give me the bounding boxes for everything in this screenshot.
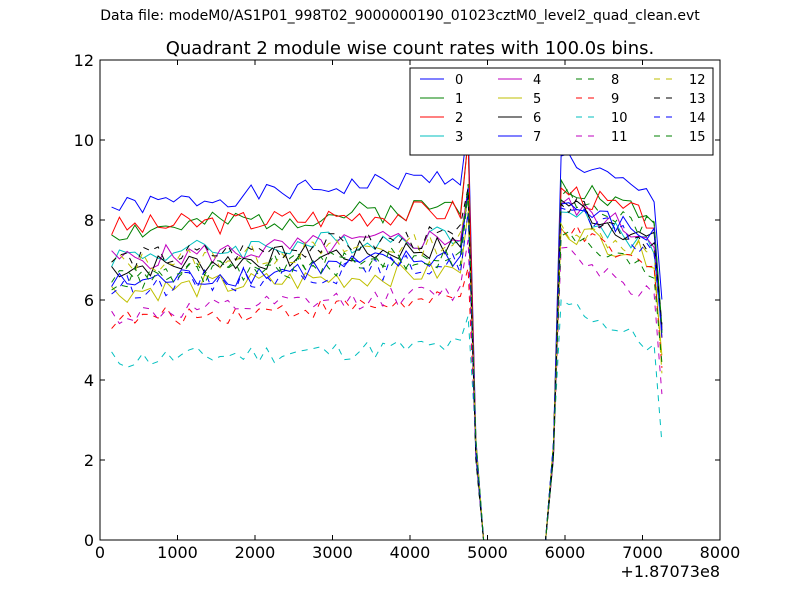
legend-label-10: 10 — [611, 111, 628, 126]
legend-label-7: 7 — [533, 130, 541, 145]
x-tick-label: 8000 — [700, 543, 741, 562]
legend-label-12: 12 — [689, 73, 706, 88]
legend-label-1: 1 — [455, 92, 463, 107]
y-tick-label: 8 — [84, 211, 94, 230]
legend-label-8: 8 — [611, 73, 619, 88]
series-line-2 — [111, 139, 663, 541]
series-line-12 — [111, 199, 663, 541]
series-line-7 — [111, 187, 663, 541]
legend-label-14: 14 — [689, 111, 706, 126]
x-tick-label: 5000 — [467, 543, 508, 562]
series-line-6 — [111, 195, 663, 541]
series-line-1 — [111, 139, 663, 541]
x-tick-label: 6000 — [545, 543, 586, 562]
series-line-15 — [111, 191, 663, 541]
y-tick-label: 12 — [74, 51, 94, 70]
x-tick-label: 0 — [95, 543, 105, 562]
legend-label-9: 9 — [611, 92, 619, 107]
x-tick-label: 1000 — [157, 543, 198, 562]
y-tick-label: 0 — [84, 531, 94, 550]
series-line-13 — [111, 187, 663, 541]
series-line-10 — [111, 299, 663, 541]
figure-supertitle: Data file: modeM0/AS1P01_998T02_90000001… — [100, 8, 700, 24]
legend-label-2: 2 — [455, 111, 463, 126]
series-line-14 — [111, 207, 663, 541]
series-line-11 — [111, 239, 663, 541]
series-line-9 — [111, 224, 663, 541]
legend-box — [409, 67, 714, 156]
series-line-4 — [111, 187, 663, 541]
legend-label-0: 0 — [455, 73, 463, 88]
x-offset-label: +1.87073e8 — [620, 562, 720, 581]
x-tick-label: 7000 — [622, 543, 663, 562]
y-tick-label: 2 — [84, 451, 94, 470]
x-tick-label: 3000 — [312, 543, 353, 562]
legend-label-4: 4 — [533, 73, 541, 88]
x-tick-label: 4000 — [390, 543, 431, 562]
x-tick-label: 2000 — [235, 543, 276, 562]
axis-ticks: 0 1000 2000 3000 4000 5000 6000 7000 80000246810… — [74, 51, 741, 562]
legend-label-11: 11 — [611, 130, 628, 145]
series-line-5 — [111, 211, 663, 541]
y-tick-label: 6 — [84, 291, 94, 310]
y-tick-label: 4 — [84, 371, 94, 390]
legend-label-5: 5 — [533, 92, 541, 107]
series-line-0 — [111, 123, 663, 541]
plot-lines — [111, 123, 663, 541]
legend-label-6: 6 — [533, 111, 541, 126]
legend-label-15: 15 — [689, 130, 706, 145]
series-line-3 — [111, 195, 663, 541]
chart-title: Quadrant 2 module wise count rates with … — [166, 38, 655, 59]
legend-label-3: 3 — [455, 130, 463, 145]
y-tick-label: 10 — [74, 131, 94, 150]
legend-label-13: 13 — [689, 92, 706, 107]
